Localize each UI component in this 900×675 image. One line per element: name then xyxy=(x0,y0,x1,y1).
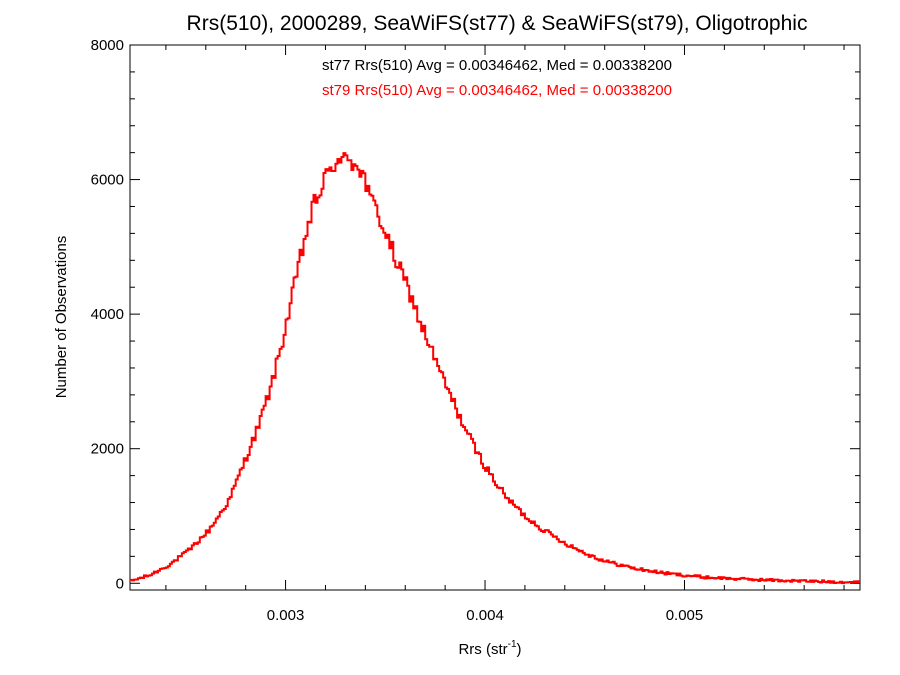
y-tick-label: 4000 xyxy=(91,306,124,323)
annotation-st79: st79 Rrs(510) Avg = 0.00346462, Med = 0.… xyxy=(322,82,672,99)
x-axis-label: Rrs (str-1) xyxy=(458,639,521,658)
y-tick-label: 2000 xyxy=(91,441,124,458)
y-tick-label: 6000 xyxy=(91,172,124,189)
annotation-st77: st77 Rrs(510) Avg = 0.00346462, Med = 0.… xyxy=(322,57,672,74)
x-tick-label: 0.004 xyxy=(466,607,504,624)
y-axis-ticks: 0 2000 4000 6000 8000 xyxy=(91,37,860,592)
chart-title: Rrs(510), 2000289, SeaWiFS(st77) & SeaWi… xyxy=(187,12,808,35)
y-tick-label: 8000 xyxy=(91,37,124,54)
series-layer xyxy=(130,152,860,585)
x-axis-ticks: 0.003 0.004 0.005 xyxy=(165,45,845,624)
y-axis-label: Number of Observations xyxy=(53,236,70,399)
x-tick-label: 0.005 xyxy=(666,607,704,624)
y-tick-label: 0 xyxy=(116,575,124,592)
x-tick-label: 0.003 xyxy=(267,607,305,624)
plot-frame xyxy=(129,44,861,591)
histogram-series-line xyxy=(130,152,860,585)
